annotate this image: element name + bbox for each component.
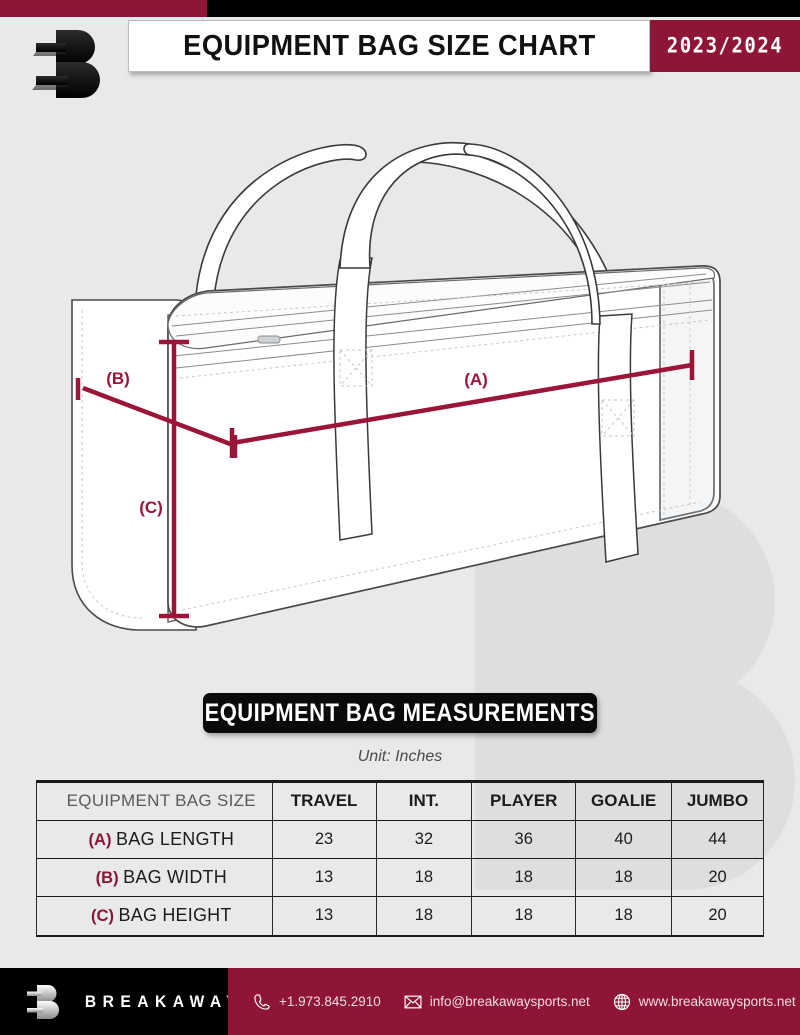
footer-contact-website[interactable]: www.breakawaysports.net [612, 992, 796, 1012]
size-table-wrapper: EQUIPMENT BAG SIZE TRAVEL INT. PLAYER GO… [36, 780, 764, 938]
table-header-row: EQUIPMENT BAG SIZE TRAVEL INT. PLAYER GO… [36, 782, 764, 821]
size-table: EQUIPMENT BAG SIZE TRAVEL INT. PLAYER GO… [36, 782, 764, 935]
column-header-size: EQUIPMENT BAG SIZE [36, 782, 273, 821]
row-label-bag-length: (A) BAG LENGTH [36, 820, 273, 859]
bag-strap-reinforcement [339, 349, 635, 437]
cell-width-player: 18 [471, 858, 577, 897]
table-row: (A) BAG LENGTH 23 32 36 40 44 [36, 820, 764, 859]
footer-brand-block: BREAKAWAY [0, 968, 237, 1035]
column-header-travel: TRAVEL [271, 782, 377, 821]
measure-label-c: (C) [139, 498, 163, 517]
row-label-bag-width: (B) BAG WIDTH [36, 858, 273, 897]
column-header-jumbo: JUMBO [671, 782, 764, 821]
cell-width-travel: 13 [271, 858, 377, 897]
measurements-title: EQUIPMENT BAG MEASUREMENTS [204, 698, 596, 727]
email-icon [404, 995, 422, 1008]
cell-length-travel: 23 [271, 820, 377, 859]
measure-line-c [159, 339, 189, 619]
row-tag-b: (B) [95, 869, 119, 888]
phone-icon [254, 993, 270, 1010]
cell-height-int: 18 [375, 896, 473, 935]
measure-line-b [75, 378, 238, 458]
footer-phone-text: +1.973.845.2910 [279, 993, 381, 1009]
footer-brand-name: BREAKAWAY [84, 991, 244, 1011]
cell-height-travel: 13 [271, 896, 377, 935]
row-name-b: BAG WIDTH [123, 867, 227, 888]
measure-label-a: (A) [464, 370, 488, 389]
footer-website-text: www.breakawaysports.net [638, 993, 796, 1009]
cell-height-jumbo: 20 [671, 896, 764, 935]
footer-contact-email[interactable]: info@breakawaysports.net [403, 992, 590, 1012]
breakaway-b-logo-icon [27, 984, 59, 1019]
row-name-c: BAG HEIGHT [118, 905, 232, 926]
unit-note: Unit: Inches [357, 748, 443, 765]
measure-label-b: (B) [106, 369, 130, 388]
chart-title-band: EQUIPMENT BAG SIZE CHART [128, 20, 650, 72]
cell-length-jumbo: 44 [671, 820, 764, 859]
table-row: (C) BAG HEIGHT 13 18 18 18 20 [36, 896, 764, 935]
cell-width-jumbo: 20 [671, 858, 764, 897]
row-tag-a: (A) [88, 831, 112, 850]
globe-icon [613, 993, 630, 1010]
footer-contact-phone[interactable]: +1.973.845.2910 [252, 992, 381, 1012]
season-year-badge: 2023/2024 [650, 20, 800, 72]
bag-zipper-pull [257, 335, 281, 344]
topbar-accent-black [207, 0, 800, 17]
cell-height-goalie: 18 [575, 896, 673, 935]
footer-contact-block: +1.973.845.2910 info@breakawaysports.net… [228, 968, 800, 1035]
breakaway-b-logo-icon [32, 30, 100, 98]
cell-height-player: 18 [471, 896, 577, 935]
cell-width-int: 18 [375, 858, 473, 897]
page-title: EQUIPMENT BAG SIZE CHART [182, 29, 596, 62]
column-header-int: INT. [375, 782, 473, 821]
season-year-label: 2023/2024 [666, 33, 784, 59]
cell-width-goalie: 18 [575, 858, 673, 897]
column-header-goalie: GOALIE [575, 782, 673, 821]
table-bottom-rule [36, 934, 764, 938]
cell-length-player: 36 [471, 820, 577, 859]
page-header: EQUIPMENT BAG SIZE CHART 2023/2024 [0, 17, 800, 107]
column-header-player: PLAYER [471, 782, 577, 821]
table-top-rule [36, 780, 764, 783]
row-tag-c: (C) [91, 907, 114, 926]
page-footer: BREAKAWAY +1.973.845.2910 info@breakaway… [0, 968, 800, 1035]
topbar-accent-maroon [0, 0, 207, 17]
footer-email-text: info@breakawaysports.net [429, 993, 590, 1009]
row-label-bag-height: (C) BAG HEIGHT [36, 896, 273, 935]
measurements-title-band: EQUIPMENT BAG MEASUREMENTS [203, 693, 597, 733]
bag-handle-front [339, 141, 601, 325]
cell-length-int: 32 [375, 820, 473, 859]
bag-illustration: (A) (B) (C) [71, 141, 721, 631]
cell-length-goalie: 40 [575, 820, 673, 859]
row-name-a: BAG LENGTH [116, 829, 235, 850]
table-row: (B) BAG WIDTH 13 18 18 18 20 [36, 858, 764, 897]
